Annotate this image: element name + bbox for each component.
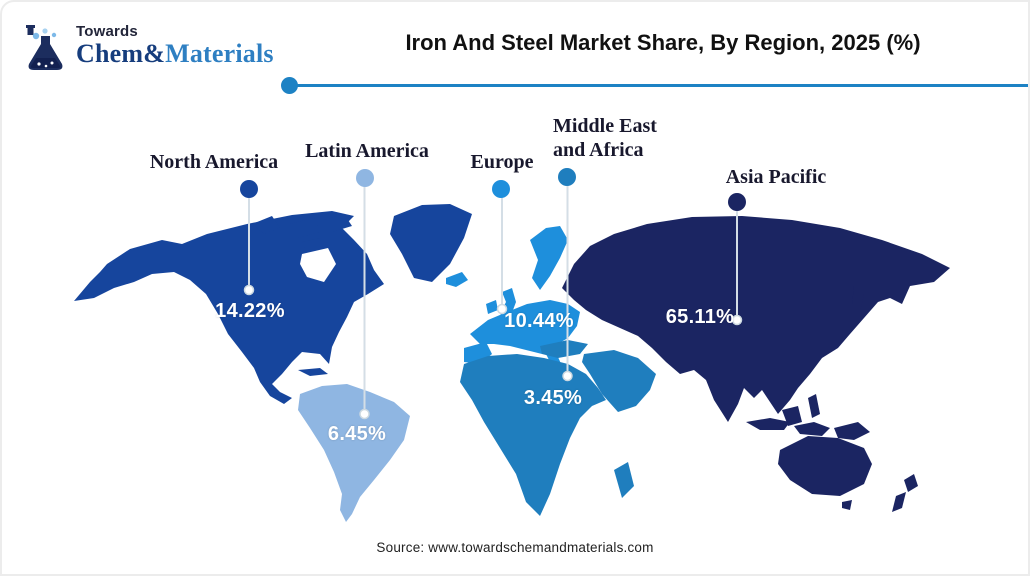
africa-shape <box>460 354 606 516</box>
scandinavia-shape <box>530 226 568 290</box>
marker-middle-east-africa <box>558 168 576 186</box>
marker-north-america <box>240 180 258 198</box>
label-north-america: North America <box>149 151 279 173</box>
flask-icon <box>26 25 63 70</box>
brand-chem: Chem <box>76 38 144 68</box>
brand-chem-materials: Chem&Materials <box>76 40 274 67</box>
label-europe: Europe <box>470 151 534 173</box>
title-accent-dot <box>281 77 298 94</box>
greenland-shape <box>390 204 472 282</box>
turkey-shape <box>540 340 588 358</box>
label-middle-east-africa: Middle East and Africa <box>553 115 657 162</box>
title-accent-line <box>289 84 1028 87</box>
brand-logo-text: Towards Chem&Materials <box>76 24 274 67</box>
region-asia-pacific <box>562 216 950 512</box>
value-latin-america: 6.45% <box>327 423 387 445</box>
iceland-shape <box>446 272 468 287</box>
brand-logo: Towards Chem&Materials <box>22 24 274 74</box>
brand-materials: Materials <box>165 38 274 68</box>
marker-latin-america <box>356 169 374 187</box>
label-latin-america: Latin America <box>305 140 429 162</box>
region-latin-america <box>298 384 410 522</box>
marker-europe <box>492 180 510 198</box>
marker-asia-pacific <box>728 193 746 211</box>
chart-title: Iron And Steel Market Share, By Region, … <box>405 30 921 55</box>
japan-shape <box>842 286 864 328</box>
region-middle-east-africa <box>460 340 656 516</box>
value-asia-pacific: 65.11% <box>665 306 735 328</box>
madagascar-shape <box>614 462 634 498</box>
hudson-bay-cutout <box>300 248 336 282</box>
australia-shape <box>778 436 872 496</box>
brand-towards: Towards <box>76 23 138 40</box>
leader-end-dots <box>243 284 743 420</box>
value-europe: 10.44% <box>504 310 574 332</box>
arabia-shape <box>582 350 656 412</box>
value-middle-east-africa: 3.45% <box>523 387 583 409</box>
source-text: Source: www.towardschemandmaterials.com <box>376 540 654 555</box>
value-north-america: 14.22% <box>215 300 285 322</box>
label-asia-pacific: Asia Pacific <box>725 166 827 188</box>
brand-ampersand: & <box>143 38 166 68</box>
leader-lines <box>248 186 738 414</box>
